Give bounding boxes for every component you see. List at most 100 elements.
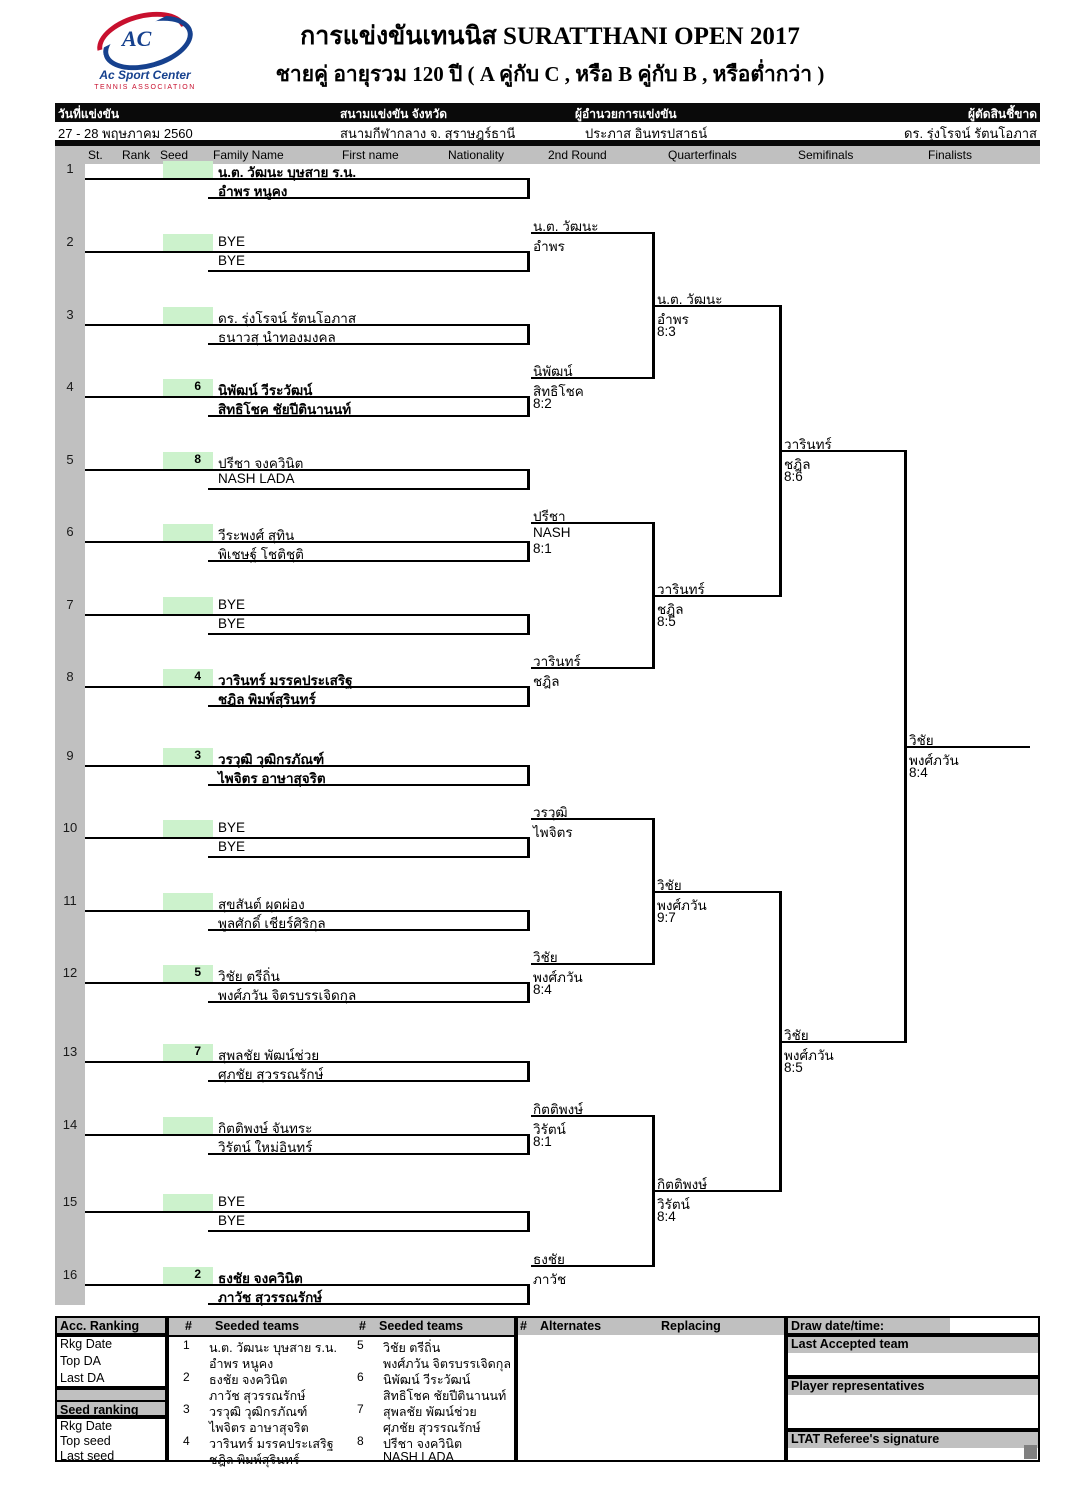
connector-vertical (779, 891, 782, 1192)
player2-name: BYE (218, 616, 246, 631)
winner-player2: ชฎิล (533, 674, 560, 689)
connector-line (85, 1284, 529, 1286)
entry-st-number: 5 (66, 452, 74, 467)
team-player2: ศุภชัย สุวรรณรักษ์ (383, 1421, 481, 1435)
team-player1: วิชัย ตรีถิ่น (383, 1341, 441, 1355)
col-first-name: First name (342, 148, 399, 162)
last-da-label: Last DA (60, 1371, 105, 1385)
connector-line (208, 1230, 529, 1232)
player1-name: วารินทร์ มรรคประเสริฐ (218, 673, 353, 688)
player1-name: ดร. รุ่งโรจน์ รัตนโอภาส (218, 311, 357, 326)
connector-line (208, 1080, 529, 1082)
player2-name: อำพร หนูคง (218, 184, 288, 199)
bracket-entry: 14 กิตติพงษ์ จันทระ วิรัตน์ ใหม่อินทร์ (55, 1117, 533, 1157)
divider-bar (55, 140, 1040, 146)
scroll-handle-square (1024, 1445, 1037, 1459)
match-score: 8:5 (784, 1060, 803, 1075)
player2-name: สิทธิโชค ชัยปีตินานนท์ (218, 402, 352, 417)
col-family-name: Family Name (213, 148, 284, 162)
match-score: 8:2 (533, 396, 552, 411)
winner-player2: พงศ์ภวัน (657, 898, 707, 913)
player2-name: พิเชษฐ์ โชติชุติ (218, 547, 304, 562)
connector-line (782, 1041, 907, 1043)
connector-line (208, 633, 529, 635)
winner-player2: NASH (533, 525, 571, 540)
connector-vertical (527, 396, 530, 417)
winner-player2: พงศ์ภวัน (909, 753, 959, 768)
seeded-teams-col1: 1 น.ต. วัฒนะ บุษสาย ร.น. อำพร หนูคง 2 ธง… (183, 1338, 355, 1467)
seed-box (163, 820, 213, 837)
seed-box: 4 (163, 669, 213, 686)
logo-name: Ac Sport Center (99, 68, 191, 82)
col-semifinals: Semifinals (798, 148, 854, 162)
seeded-team: 7 สุพลชัย พัฒน์ช่วย ศุภชัย สุวรรณรักษ์ (357, 1402, 529, 1435)
team-player2: ไพจิตร อาษาสุจริต (209, 1421, 309, 1435)
column-header-row: St. Rank Seed Family Name First name Nat… (55, 146, 1040, 164)
player2-name: BYE (218, 839, 246, 854)
col-finalists: Finalists (928, 148, 973, 162)
player2-name: พงศ์ภวัน จิตรบรรเจิดกุล (218, 988, 357, 1003)
entry-st-number: 2 (66, 234, 74, 249)
bracket-entry: 16 2 ธงชัย จงควินิต ภาวัช สุวรรณรักษ์ (55, 1267, 533, 1307)
player2-name: ศุภชัย สุวรรณรักษ์ (218, 1067, 324, 1082)
rkg-date-label: Rkg Date (60, 1337, 113, 1351)
connector-vertical (527, 614, 530, 635)
team-player1: น.ต. วัฒนะ บุษสาย ร.น. (209, 1341, 337, 1355)
connector-line (85, 541, 529, 543)
winner-player2: พงศ์ภวัน (784, 1048, 834, 1063)
logo-subtitle: TENNIS ASSOCIATION (94, 84, 196, 91)
connector-line (85, 396, 529, 398)
bracket-entry: 10 BYE BYE (55, 820, 533, 860)
winner-player2: ไพจิตร (533, 825, 573, 840)
connector-line (85, 982, 529, 984)
connector-line (208, 488, 529, 490)
winner-player2: สิทธิโชค (533, 384, 584, 399)
connector-line (531, 818, 655, 820)
team-player1: วรวุฒิ วุฒิกรภัณฑ์ (209, 1405, 308, 1419)
rkg-date-label: Rkg Date (60, 1419, 113, 1433)
last-seed-label: Last seed (60, 1449, 115, 1463)
draw-datetime-label: Draw date/time: (788, 1318, 950, 1333)
entry-st-number: 6 (66, 524, 74, 539)
seeded-team: 3 วรวุฒิ วุฒิกรภัณฑ์ ไพจิตร อาษาสุจริต (183, 1402, 355, 1435)
semifinal-winner: วารินทร์ ชฎิล 8:6 (782, 433, 907, 485)
bracket-entry: 12 5 วิชัย ตรีถิ่น พงศ์ภวัน จิตรบรรเจิดก… (55, 965, 533, 1005)
match-score: 9:7 (657, 910, 676, 925)
player2-name: ชฎิล พิมพ์สุรินทร์ (218, 692, 316, 707)
date-label: วันที่แข่งขัน (58, 107, 120, 121)
player2-name: วิรัตน์ ใหม่อินทร์ (218, 1140, 313, 1155)
connector-vertical (527, 1284, 530, 1305)
connector-line (85, 469, 529, 471)
connector-vertical (652, 232, 655, 379)
entry-st-number: 12 (62, 965, 78, 980)
seed-box (163, 161, 213, 178)
team-number: 7 (357, 1402, 364, 1416)
match-score: 8:4 (533, 982, 552, 997)
seed-box: 2 (163, 1267, 213, 1284)
connector-line (208, 1303, 529, 1305)
winner-player1: น.ต. วัฒนะ (657, 292, 723, 307)
winner-player2: ชฎิล (784, 457, 811, 472)
connector-line (208, 1153, 529, 1155)
player1-name: สุขสันต์ ผุดผ่อง (218, 897, 305, 912)
round2-winner: วรวุฒิ ไพจิตร (531, 801, 655, 853)
seed-box (163, 1194, 213, 1211)
player-representatives-box: Player representatives (786, 1377, 1040, 1430)
connector-line (85, 765, 529, 767)
info-header-bar: วันที่แข่งขัน สนามแข่งขัน จังหวัด ผู้อำน… (55, 103, 1040, 122)
bracket-entry: 7 BYE BYE (55, 597, 533, 637)
connector-line (208, 705, 529, 707)
connector-line (85, 178, 529, 180)
connector-line (531, 377, 655, 379)
team-number: 8 (357, 1434, 364, 1448)
connector-line (85, 837, 529, 839)
winner-player2: อำพร (657, 312, 689, 327)
seeded-teams-panel: # Seeded teams # Seeded teams 1 น.ต. วัฒ… (167, 1316, 516, 1467)
hash-label: # (359, 1319, 366, 1333)
col-seed: Seed (160, 148, 189, 162)
round2-winner: น.ต. วัฒนะ อำพร (531, 215, 655, 267)
connector-line (85, 1134, 529, 1136)
alternates-panel: # Alternates Replacing (516, 1316, 786, 1462)
entry-st-number: 8 (66, 669, 74, 684)
